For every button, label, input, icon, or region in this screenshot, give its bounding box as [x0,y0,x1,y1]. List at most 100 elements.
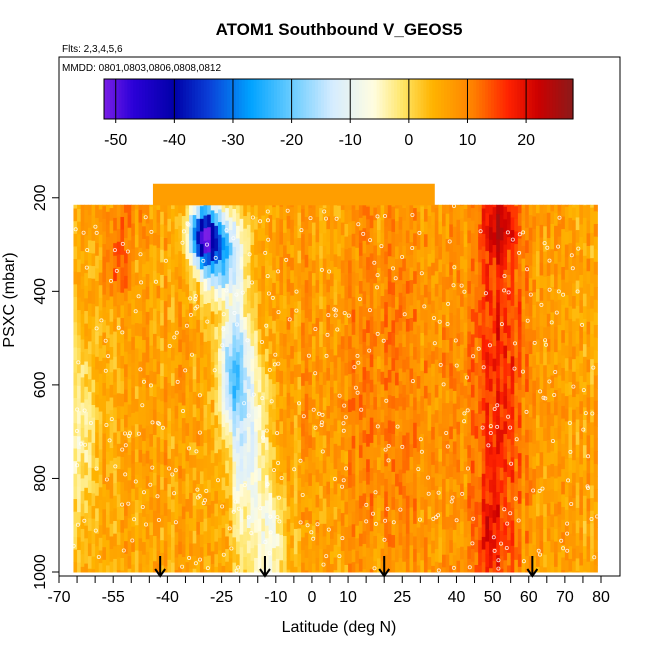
heat-cell [572,204,577,209]
heat-cell [207,340,212,355]
heat-cell [467,407,472,421]
heat-cell [250,270,255,284]
heat-cell [590,245,595,259]
heat-cell [192,505,197,519]
heat-cell [171,209,176,223]
heat-cell [225,204,230,209]
sample-points [71,203,600,573]
heat-cell [131,476,136,490]
heat-cell [127,341,132,355]
heat-cell [109,549,114,563]
heat-cell [485,364,490,378]
heat-cell [283,308,288,322]
heat-cell [239,370,244,384]
heat-cell [199,521,205,536]
colorbar-segment [344,79,348,119]
heat-cell [481,246,486,260]
heat-cell [243,468,248,482]
heat-cell [348,550,353,565]
heat-cell [315,545,320,559]
heat-cell [102,420,107,435]
heat-cell [203,518,208,532]
heat-cell [488,366,494,380]
sample-point [193,306,198,311]
sample-point [220,504,225,509]
heat-cell [384,226,389,240]
heat-cell [236,541,241,555]
colorbar-segment [127,79,131,119]
heat-cell [326,330,331,344]
heat-cell [420,421,425,435]
heat-cell [590,561,595,573]
heat-cell [127,467,132,481]
heat-cell [272,320,277,334]
heat-cell [138,209,143,224]
heat-cell [434,384,439,399]
heat-cell [138,310,143,325]
heat-cell [131,501,136,515]
heat-cell [438,246,443,261]
heat-cell [279,434,284,448]
heat-cell [279,269,284,283]
heat-cell [131,337,136,351]
heat-cell [196,345,201,359]
sample-point [465,466,470,471]
sample-point [83,442,88,447]
heat-cell [109,271,114,285]
heat-cell [427,519,432,533]
heat-cell [91,341,96,355]
heat-cell [561,279,566,293]
heat-cell [391,446,396,460]
heat-cell [463,385,468,399]
heat-cell [203,228,208,242]
sample-point [520,369,525,374]
colorbar-segment [479,79,483,119]
heat-cell [525,227,530,241]
heat-cell [503,471,508,486]
heat-cell [557,274,562,288]
heat-cell [561,355,566,369]
heat-cell [268,492,273,507]
heat-cell [145,286,150,300]
heat-cell [109,561,114,573]
heat-cell [593,527,598,541]
heat-cell [290,472,295,486]
heat-cell [171,550,176,564]
heat-cell [344,489,349,503]
heat-cell [189,417,194,431]
heat-cell [568,394,573,408]
heat-cell [366,547,371,561]
heat-cell [156,336,161,350]
heat-cell [499,391,504,406]
heat-cell [348,361,353,375]
heat-cell [564,434,569,448]
heat-cell [322,410,327,424]
heat-cell [488,467,494,481]
sample-point [71,543,76,548]
colorbar-segment [441,79,445,119]
heat-cell [333,431,338,445]
heat-cell [496,226,501,240]
heat-cell [246,313,251,327]
heat-cell [243,253,248,268]
heat-cell [217,361,223,375]
heat-cell [431,515,436,529]
heat-cell [116,519,121,533]
heat-cell [369,316,374,330]
heat-cell [550,337,555,351]
sample-point [269,399,274,404]
heat-cell [113,533,118,547]
heat-cell [304,406,309,420]
heat-cell [301,474,306,488]
heat-cell [189,265,194,279]
heat-cell [525,543,530,557]
heat-cell [293,204,298,214]
heat-cell [109,359,114,373]
heat-cell [254,507,259,521]
sample-point [319,267,324,272]
sample-point [581,427,586,432]
sample-point [173,468,178,473]
heat-cell [387,243,392,257]
heat-cell [376,293,382,307]
heat-cell [160,325,165,339]
